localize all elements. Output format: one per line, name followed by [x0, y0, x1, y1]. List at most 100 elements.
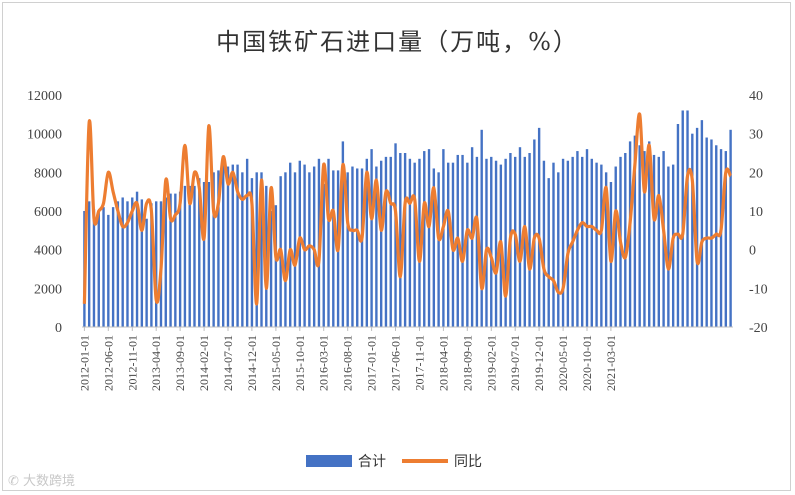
bar	[485, 158, 488, 327]
right-tick-label: 10	[749, 205, 763, 220]
watermark-logo: ✆ 大数跨境	[8, 470, 75, 489]
bar	[198, 178, 201, 327]
bar	[341, 141, 345, 327]
bar	[188, 185, 191, 327]
bar	[293, 172, 297, 327]
bar	[600, 164, 603, 327]
bar	[528, 153, 531, 327]
bar	[250, 178, 254, 327]
bar	[183, 185, 187, 327]
bar	[533, 139, 536, 327]
bar	[724, 151, 728, 327]
bar	[667, 166, 670, 327]
bar	[542, 160, 546, 327]
bar	[437, 172, 440, 327]
bar	[633, 135, 637, 327]
x-axis-ticks: 2012-01-01 2012-06-01 2012-11-01 2013-04-01…	[77, 327, 618, 391]
bar	[365, 158, 369, 327]
bar	[705, 137, 708, 327]
bar	[164, 197, 167, 327]
bar	[403, 153, 407, 327]
right-tick-label: 0	[749, 244, 756, 259]
bar	[178, 191, 182, 327]
bar	[212, 172, 215, 327]
bar	[494, 160, 498, 327]
line-path	[82, 112, 733, 306]
bar	[150, 203, 153, 327]
left-tick-label: 12000	[27, 89, 62, 104]
right-tick-label: -10	[749, 282, 768, 297]
left-tick-label: 10000	[27, 128, 62, 143]
bar	[490, 156, 493, 327]
bar	[245, 158, 249, 327]
bar	[379, 160, 383, 327]
left-tick-label: 0	[55, 321, 62, 336]
bar	[346, 172, 349, 327]
x-tick-label: 2016-08-01	[341, 335, 355, 391]
bar	[432, 168, 436, 327]
bar	[140, 199, 144, 327]
bar	[269, 211, 273, 327]
bar	[561, 158, 565, 327]
bar	[97, 211, 100, 327]
bar	[131, 197, 134, 327]
bar	[312, 166, 316, 327]
right-tick-label: 20	[749, 166, 763, 181]
bar	[504, 158, 507, 327]
bar	[695, 127, 699, 328]
bar	[408, 158, 412, 327]
bar	[255, 172, 258, 327]
bar	[729, 129, 732, 327]
bar	[193, 185, 196, 327]
bar	[92, 209, 96, 327]
bar	[241, 172, 244, 327]
bar	[700, 120, 704, 327]
x-tick-label: 2014-02-01	[197, 335, 211, 391]
legend-swatch-bar	[306, 455, 352, 467]
bar	[370, 149, 373, 327]
bar	[231, 164, 234, 327]
left-tick-label: 4000	[34, 244, 62, 259]
left-tick-label: 6000	[34, 205, 62, 220]
bar	[446, 162, 450, 327]
left-axis-ticks: 0 2000 4000 6000 8000 10000 12000	[27, 89, 62, 336]
bar	[557, 172, 560, 327]
watermark-icon: ✆	[8, 474, 19, 489]
bar	[413, 162, 416, 327]
bar	[111, 207, 115, 327]
x-tick-label: 2012-06-01	[101, 335, 115, 391]
bar	[676, 124, 680, 327]
bar	[427, 149, 431, 327]
bar	[126, 201, 129, 327]
bar	[461, 154, 464, 327]
watermark-text: 大数跨境	[23, 474, 76, 489]
x-tick-label: 2015-10-01	[293, 335, 307, 391]
bar	[710, 139, 713, 327]
x-tick-label: 2017-01-01	[365, 335, 379, 391]
bar	[107, 214, 110, 327]
right-tick-label: 40	[749, 89, 763, 104]
bar	[360, 168, 364, 327]
bar	[226, 166, 230, 327]
bar	[217, 170, 220, 327]
bar	[547, 178, 550, 327]
bar	[394, 143, 397, 327]
x-tick-label: 2012-11-01	[125, 335, 139, 391]
left-tick-label: 2000	[34, 282, 62, 297]
x-tick-label: 2021-03-01	[604, 335, 618, 391]
bar	[289, 162, 292, 327]
bar	[351, 166, 354, 327]
bar	[614, 166, 617, 327]
bar	[155, 201, 158, 327]
x-tick-label: 2012-01-01	[77, 335, 91, 391]
bar-series-合计	[83, 110, 732, 328]
bar	[576, 151, 579, 327]
bar	[274, 205, 278, 327]
bar	[590, 158, 593, 327]
x-tick-label: 2014-07-01	[221, 335, 235, 391]
bar	[135, 191, 139, 327]
x-tick-label: 2017-06-01	[389, 335, 403, 391]
legend: 合计 同比	[306, 454, 482, 470]
bar	[518, 147, 522, 327]
bar	[174, 193, 177, 327]
